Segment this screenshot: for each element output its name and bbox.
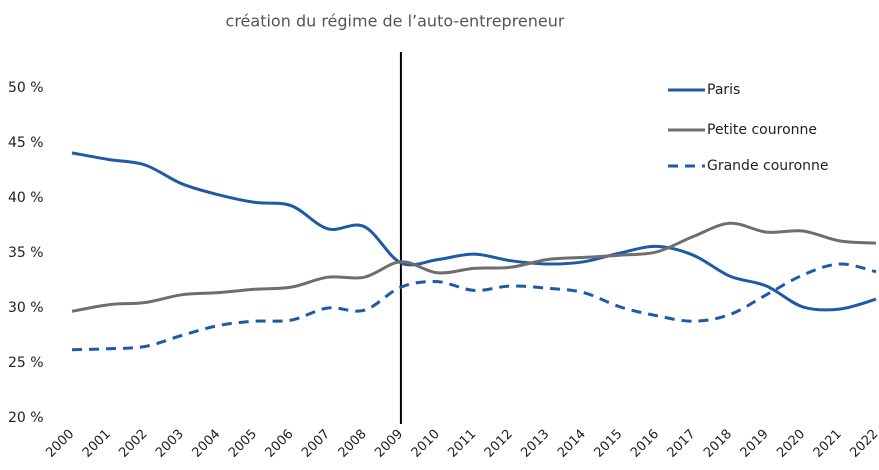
y-tick-label: 35 % (8, 245, 44, 261)
x-tick-label: 2017 (665, 427, 699, 461)
x-tick-label: 2022 (847, 427, 879, 461)
x-tick-label: 2011 (445, 427, 479, 461)
x-tick-label: 2020 (774, 427, 808, 461)
series-line (71, 151, 877, 312)
x-tick-label: 2002 (116, 427, 150, 461)
x-tick-label: 2008 (336, 427, 370, 461)
x-tick-label: 2004 (189, 427, 223, 461)
y-tick-label: 40 % (8, 190, 44, 206)
series-line (71, 262, 877, 352)
legend-label: Paris (707, 82, 740, 98)
x-tick-label: 2007 (299, 427, 333, 461)
x-tick-label: 2006 (263, 427, 297, 461)
x-tick-label: 2012 (482, 427, 516, 461)
x-tick-label: 2016 (628, 427, 662, 461)
series-line (71, 221, 877, 313)
x-tick-label: 2018 (701, 427, 735, 461)
x-tick-label: 2005 (226, 427, 260, 461)
y-tick-label: 45 % (8, 135, 44, 151)
x-tick-label: 2003 (153, 427, 187, 461)
x-tick-label: 2021 (811, 427, 845, 461)
x-tick-label: 2013 (518, 427, 552, 461)
x-tick-label: 2009 (372, 427, 406, 461)
x-tick-label: 2015 (591, 427, 625, 461)
y-tick-label: 20 % (8, 410, 44, 426)
y-tick-label: 50 % (8, 80, 44, 96)
x-tick-label: 2010 (409, 427, 443, 461)
annotation: création du régime de l’auto-entrepreneu… (226, 12, 565, 31)
y-tick-label: 25 % (8, 355, 44, 371)
x-tick-label: 2000 (43, 427, 77, 461)
x-tick-label: 2001 (80, 427, 114, 461)
legend-label: Petite couronne (707, 122, 817, 138)
legend-label: Grande couronne (707, 158, 829, 174)
y-tick-label: 30 % (8, 300, 44, 316)
x-tick-label: 2014 (555, 427, 589, 461)
x-tick-label: 2019 (738, 427, 772, 461)
